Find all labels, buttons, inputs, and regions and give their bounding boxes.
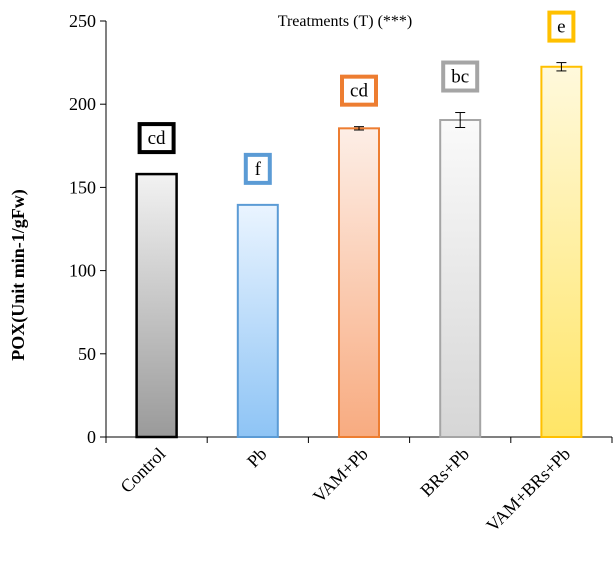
significance-letter-box <box>547 10 576 43</box>
bars: cd f cd bc e <box>135 10 583 439</box>
significance-letter: bc <box>451 67 469 88</box>
y-tick-label: 150 <box>69 177 96 197</box>
bar-pb <box>236 203 279 438</box>
y-tick-label: 250 <box>69 11 96 31</box>
y-tick-label: 0 <box>87 427 96 447</box>
y-tick-label: 200 <box>69 94 96 114</box>
y-tick-label: 50 <box>78 344 96 364</box>
bar-brs-pb <box>439 119 482 439</box>
x-tick-label: Pb <box>243 444 271 472</box>
error-bar <box>354 126 364 131</box>
x-tick-label: Control <box>116 444 169 497</box>
significance-letter: cd <box>148 128 166 149</box>
significance-letter: cd <box>350 81 368 102</box>
bar-vam-pb <box>338 127 380 438</box>
significance-letter-box <box>243 152 272 185</box>
significance-letter: e <box>557 17 565 38</box>
x-tick-label: VAM+Pb <box>309 444 372 507</box>
bar-control <box>135 172 178 439</box>
significance-letter-box <box>340 74 378 107</box>
significance-letter-box <box>441 60 480 93</box>
significance-letter-box <box>137 122 176 155</box>
error-bar <box>556 62 567 72</box>
x-tick-label: BRs+Pb <box>416 444 473 501</box>
y-axis-label: POX(Unit min-1/gFw) <box>8 189 29 360</box>
error-bar <box>455 112 466 128</box>
bar-vam-brs-pb <box>540 65 583 438</box>
chart-annotation: Treatments (T) (***) <box>278 13 413 30</box>
labels: Treatments (T) (***) POX(Unit min-1/gFw) <box>8 13 412 361</box>
x-tick-label: VAM+BRs+Pb <box>482 444 574 536</box>
y-tick-label: 100 <box>69 261 96 281</box>
significance-letter: f <box>255 159 262 180</box>
